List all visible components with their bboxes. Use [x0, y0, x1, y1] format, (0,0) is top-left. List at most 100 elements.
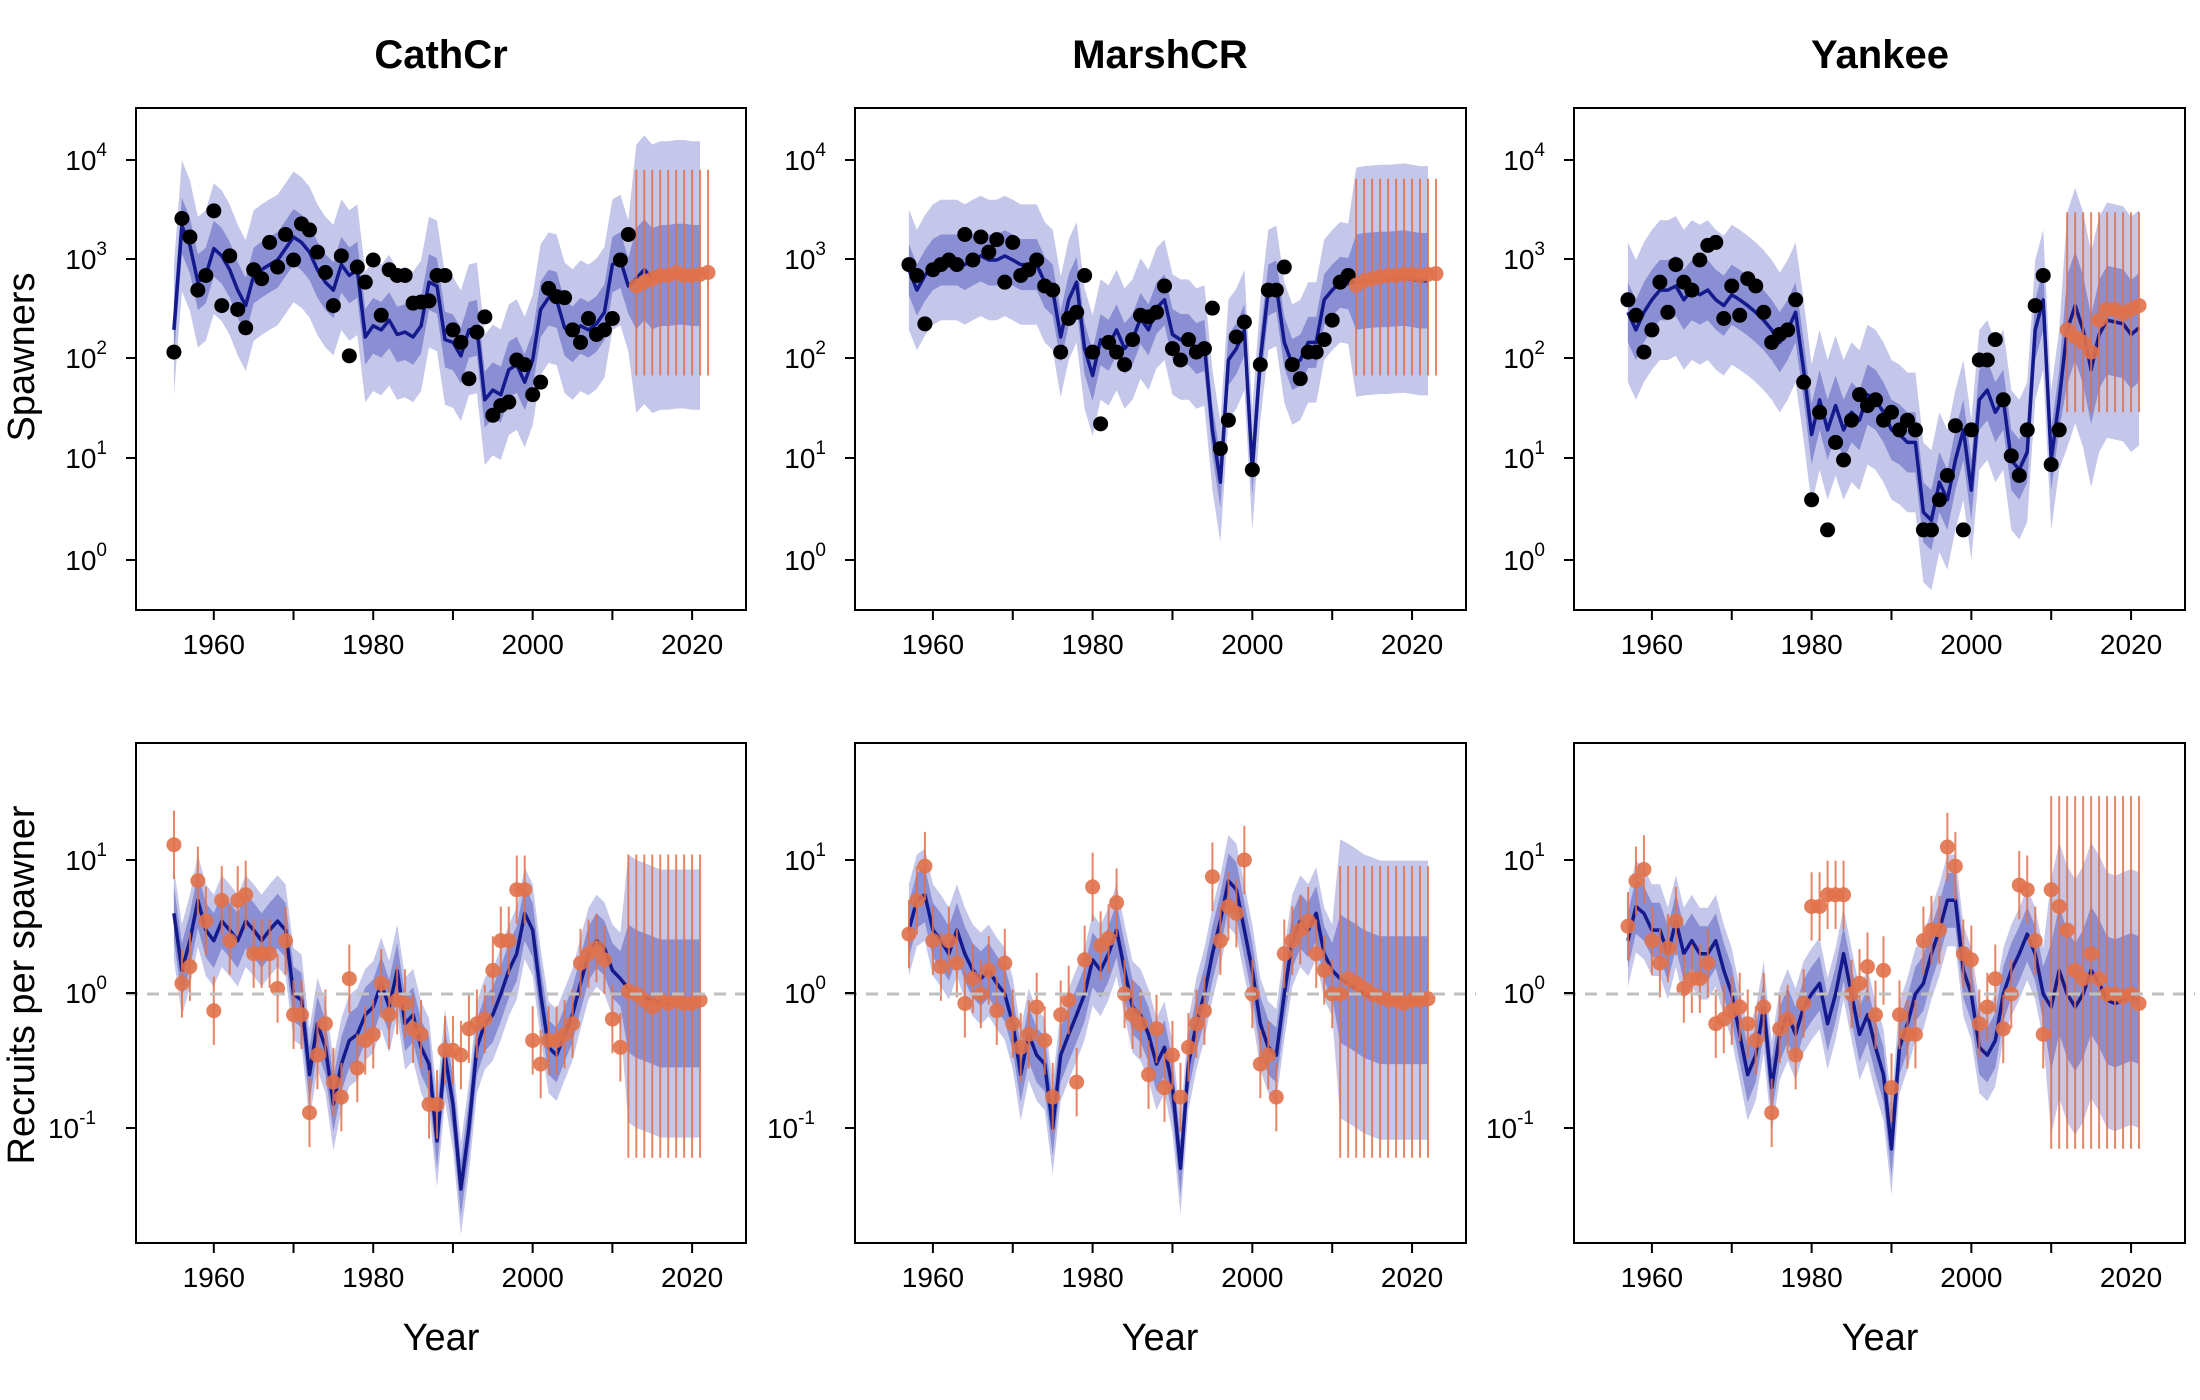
- observed-spawners-point: [965, 252, 981, 268]
- recruits-per-spawner-point: [485, 962, 501, 978]
- observed-spawners-point: [1053, 344, 1069, 360]
- recruits-per-spawner-point: [2027, 933, 2043, 949]
- title-cathcr: CathCr: [374, 33, 507, 77]
- recruits-per-spawner-point: [1740, 1016, 1756, 1032]
- observed-spawners-point: [1923, 522, 1939, 538]
- y-tick-label: 100: [65, 973, 107, 1009]
- recruits-per-spawner-point: [981, 962, 997, 978]
- x-tick-label: 1980: [1061, 1262, 1123, 1293]
- recruits-per-spawner-point: [997, 955, 1013, 971]
- observed-spawners-point: [1955, 522, 1971, 538]
- recruits-per-spawner-point: [1700, 955, 1716, 971]
- projected-point: [2091, 312, 2107, 328]
- recruits-per-spawner-point: [1037, 1032, 1053, 1048]
- observed-spawners-point: [1692, 252, 1708, 268]
- projected-point: [2043, 882, 2059, 898]
- plot-area: [166, 810, 708, 1235]
- recruits-per-spawner-point: [1764, 1105, 1780, 1121]
- x-tick-label: 2000: [1221, 629, 1283, 660]
- observed-spawners-point: [1716, 311, 1732, 327]
- title-yankee: Yankee: [1811, 33, 1949, 77]
- x-tick-label: 2020: [661, 1262, 723, 1293]
- observed-spawners-point: [1324, 312, 1340, 328]
- recruits-per-spawner-point: [1868, 1007, 1884, 1023]
- observed-spawners-point: [1172, 352, 1188, 368]
- observed-spawners-point: [517, 357, 533, 373]
- observed-spawners-point: [1788, 292, 1804, 308]
- recruits-per-spawner-point: [1101, 930, 1117, 946]
- recruits-per-spawner-point: [1268, 1089, 1284, 1105]
- recruits-per-spawner-point: [1732, 999, 1748, 1015]
- projected-point: [2051, 898, 2067, 914]
- x-tick-label: 2020: [2100, 1262, 2162, 1293]
- recruits-per-spawner-point: [1963, 952, 1979, 968]
- observed-spawners-point: [1045, 282, 1061, 298]
- x-tick-label: 1960: [902, 1262, 964, 1293]
- recruits-per-spawner-point: [1061, 992, 1077, 1008]
- recruits-per-spawner-point: [262, 946, 278, 962]
- observed-spawners-point: [477, 309, 493, 325]
- observed-spawners-point: [917, 316, 933, 332]
- observed-spawners-point: [981, 244, 997, 260]
- observed-spawners-point: [1308, 344, 1324, 360]
- recruits-per-spawner-point: [1308, 946, 1324, 962]
- recruits-per-spawner-point: [1300, 913, 1316, 929]
- plot-area: [901, 825, 1436, 1215]
- recruits-per-spawner-point: [1133, 1016, 1149, 1032]
- observed-spawners-point: [1268, 282, 1284, 298]
- recruits-per-spawner-point: [1844, 986, 1860, 1002]
- observed-spawners-point: [1029, 252, 1045, 268]
- observed-spawners-point: [1987, 332, 2003, 348]
- observed-spawners-point: [2027, 298, 2043, 314]
- observed-spawners-point: [1125, 332, 1141, 348]
- x-tick-label: 1980: [342, 629, 404, 660]
- recruits-per-spawner-point: [1668, 913, 1684, 929]
- recruits-per-spawner-point: [533, 1056, 549, 1072]
- observed-spawners-point: [1931, 492, 1947, 508]
- observed-spawners-point: [533, 374, 549, 390]
- observed-spawners-point: [1820, 522, 1836, 538]
- observed-spawners-point: [1804, 492, 1820, 508]
- observed-spawners-point: [1284, 357, 1300, 373]
- recruits-per-spawner-point: [1021, 1026, 1037, 1042]
- observed-spawners-point: [1907, 422, 1923, 438]
- recruits-per-spawner-point: [1915, 933, 1931, 949]
- x-tick-label: 2000: [502, 1262, 564, 1293]
- observed-spawners-point: [1228, 329, 1244, 345]
- title-marshcr: MarshCR: [1072, 33, 1248, 77]
- x-tick-label: 1960: [902, 629, 964, 660]
- recruits-per-spawner-point: [517, 882, 533, 898]
- recruits-per-spawner-point: [1891, 1007, 1907, 1023]
- observed-spawners-point: [2003, 448, 2019, 464]
- observed-spawners-point: [365, 252, 381, 268]
- observed-spawners-point: [341, 348, 357, 364]
- x-tick-label: 1960: [1621, 629, 1683, 660]
- recruits-per-spawner-point: [596, 952, 612, 968]
- observed-spawners-point: [1156, 278, 1172, 294]
- x-tick-label: 1960: [183, 629, 245, 660]
- y-tick-label: 101: [65, 438, 107, 474]
- observed-spawners-point: [222, 248, 238, 264]
- recruits-per-spawner-point: [1109, 895, 1125, 911]
- recruits-per-spawner-point: [1692, 971, 1708, 987]
- observed-spawners-point: [1628, 307, 1644, 323]
- observed-spawners-point: [565, 322, 581, 338]
- plot-area: [1620, 188, 2147, 591]
- recruits-per-spawner-point: [1748, 1032, 1764, 1048]
- observed-spawners-point: [230, 301, 246, 317]
- recruits-per-spawner-point: [1228, 905, 1244, 921]
- recruits-per-spawner-point: [565, 1016, 581, 1032]
- recruits-per-spawner-point: [1931, 922, 1947, 938]
- observed-spawners-point: [286, 252, 302, 268]
- observed-spawners-point: [1212, 441, 1228, 457]
- recruits-per-spawner-point: [1069, 1074, 1085, 1090]
- observed-spawners-point: [270, 259, 286, 275]
- observed-spawners-point: [1963, 422, 1979, 438]
- observed-spawners-point: [1077, 267, 1093, 283]
- recruits-per-spawner-point: [1316, 962, 1332, 978]
- x-tick-label: 2000: [1221, 1262, 1283, 1293]
- projected-point: [1332, 986, 1348, 1002]
- observed-spawners-point: [461, 371, 477, 387]
- recruits-per-spawner-point: [1907, 1026, 1923, 1042]
